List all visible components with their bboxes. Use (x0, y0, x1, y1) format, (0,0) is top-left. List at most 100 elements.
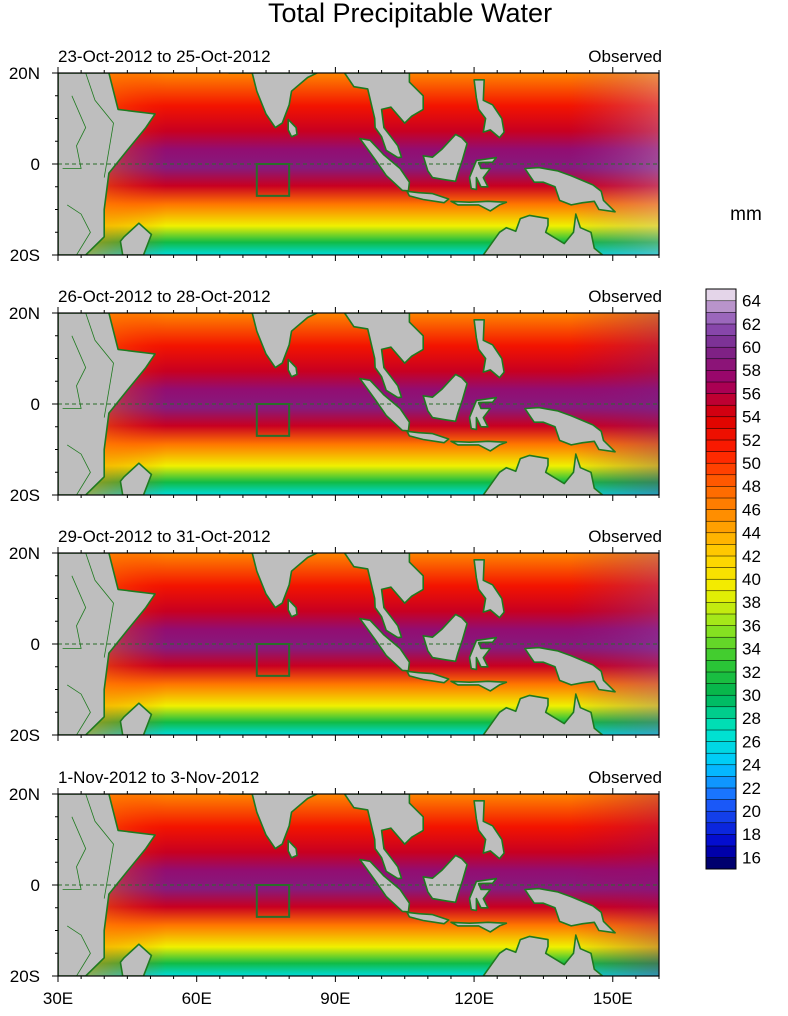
map-panel: 29-Oct-2012 to 31-Oct-2012 Observed 20N 0 20… (9, 527, 662, 745)
land-mass (287, 839, 298, 859)
colorbar-bin (705, 451, 737, 464)
colorbar-bin (705, 810, 737, 824)
country-border (62, 95, 87, 169)
y-tick-label: 20S (10, 486, 40, 505)
colorbar-bin (705, 346, 737, 360)
land-mass (359, 377, 411, 432)
land-mass (450, 680, 508, 692)
land-mass (228, 794, 318, 850)
country-border (66, 925, 91, 976)
y-tick-label: 20N (9, 64, 40, 83)
colorbar-tick-label: 58 (742, 361, 761, 380)
country-border (62, 335, 87, 409)
country-border (85, 553, 114, 658)
colorbar-bin (705, 311, 737, 325)
x-tick-label: 60E (182, 989, 212, 1008)
land-mass (450, 921, 508, 933)
land-mass (468, 877, 498, 912)
x-tick-label: 30E (43, 989, 73, 1008)
land-mass (119, 943, 153, 976)
study-area-box (255, 163, 291, 197)
land-mass (473, 79, 505, 139)
study-area-box (255, 884, 291, 918)
colorbar-bin (705, 300, 737, 313)
study-area-box (255, 643, 291, 677)
colorbar-bin (705, 543, 737, 557)
land-mass (524, 887, 616, 934)
land-mass (468, 636, 498, 671)
colorbar-bin (705, 555, 737, 568)
colorbar-tick-label: 20 (742, 802, 761, 821)
y-tick-label: 20N (9, 785, 40, 804)
country-border (85, 313, 114, 418)
colorbar-tick-label: 34 (742, 640, 761, 659)
colorbar-bin (705, 857, 737, 870)
y-tick-label: 20N (9, 304, 40, 323)
land-mass (343, 553, 425, 639)
tpw-field-shading (58, 794, 659, 976)
land-mass (482, 213, 604, 255)
colorbar-units: mm (730, 204, 762, 225)
tpw-field-shading (58, 313, 659, 495)
colorbar-tick-label: 62 (742, 315, 761, 334)
land-mass (482, 934, 604, 976)
y-tick-label: 20S (10, 246, 40, 265)
country-border (85, 73, 114, 178)
colorbar-bin (705, 393, 737, 406)
land-mass (359, 858, 411, 913)
panel-period-label: 26-Oct-2012 to 28-Oct-2012 (58, 287, 271, 306)
colorbar-bin (705, 636, 737, 650)
colorbar-bin (705, 497, 737, 510)
colorbar-bin (705, 509, 737, 522)
colorbar-tick-label: 36 (742, 616, 761, 635)
colorbar-bin (705, 729, 737, 742)
colorbar-bin (705, 752, 737, 766)
country-border (66, 204, 91, 255)
map-panel: 1-Nov-2012 to 3-Nov-2012 Observed 20N 0 20S (9, 768, 662, 986)
land-mass (343, 73, 425, 159)
land-mass (422, 373, 468, 423)
colorbar-bin (705, 648, 737, 661)
land-mass (468, 156, 498, 191)
colorbar-bin (705, 567, 737, 580)
colorbar-bin (705, 369, 737, 383)
country-border (62, 816, 87, 890)
colorbar-tick-label: 32 (742, 663, 761, 682)
colorbar: 16 18 20 22 24 26 28 30 32 34 36 38 40 42 44 46 48 50 52 54… (705, 288, 761, 870)
colorbar-tick-label: 50 (742, 454, 761, 473)
land-mass (468, 396, 498, 431)
land-mass (422, 613, 468, 663)
panel-source-label: Observed (588, 527, 662, 546)
land-mass (119, 702, 153, 735)
colorbar-tick-label: 42 (742, 547, 761, 566)
y-tick-label: 0 (31, 395, 40, 414)
colorbar-tick-label: 56 (742, 384, 761, 403)
land-mass (119, 462, 153, 495)
tpw-field-shading (58, 553, 659, 735)
colorbar-tick-label: 48 (742, 477, 761, 496)
figure-title: Total Precipitable Water (268, 0, 552, 28)
panel-source-label: Observed (588, 47, 662, 66)
land-mass (119, 222, 153, 255)
land-mass (228, 553, 318, 609)
colorbar-bin (705, 485, 737, 499)
colorbar-tick-label: 44 (742, 524, 761, 543)
land-mass (359, 137, 411, 192)
x-tick-label: 150E (593, 989, 633, 1008)
colorbar-tick-label: 28 (742, 709, 761, 728)
land-mass (482, 693, 604, 735)
colorbar-bin (705, 799, 737, 812)
land-mass (406, 911, 450, 925)
y-tick-label: 20S (10, 726, 40, 745)
map-panel: 23-Oct-2012 to 25-Oct-2012 Observed 20N 0 20… (9, 47, 662, 265)
panel-period-label: 29-Oct-2012 to 31-Oct-2012 (58, 527, 271, 546)
land-mass (287, 118, 298, 138)
colorbar-tick-label: 30 (742, 686, 761, 705)
colorbar-tick-label: 60 (742, 338, 761, 357)
panel-source-label: Observed (588, 768, 662, 787)
land-mass (482, 453, 604, 495)
colorbar-tick-label: 26 (742, 732, 761, 751)
y-tick-label: 0 (31, 635, 40, 654)
colorbar-bin (705, 775, 737, 789)
